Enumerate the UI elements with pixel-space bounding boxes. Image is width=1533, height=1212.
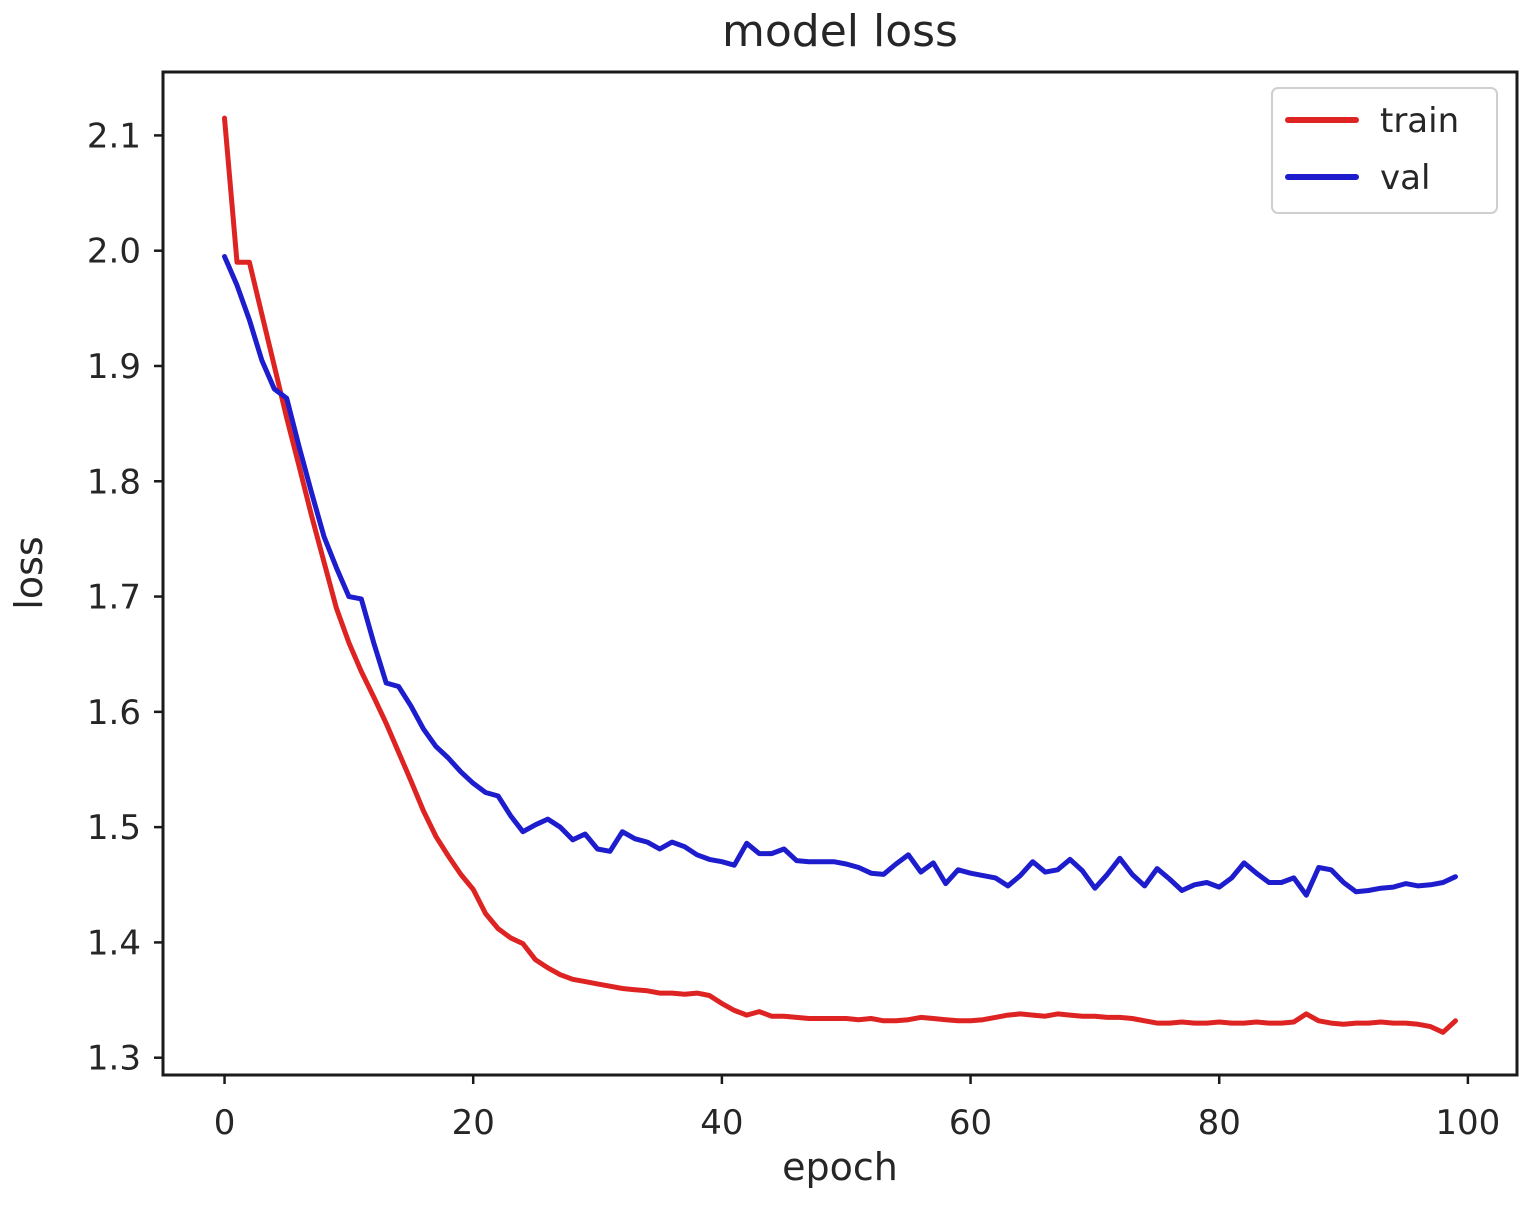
val-line (222, 254, 1458, 898)
chart-title: model loss (722, 6, 958, 57)
x-tick-label: 40 (700, 1103, 743, 1143)
x-tick-label: 0 (214, 1103, 236, 1143)
y-tick-label: 1.5 (87, 808, 141, 848)
y-tick-label: 2.1 (87, 116, 141, 156)
y-tick-label: 1.8 (87, 462, 141, 502)
y-tick-label: 2.0 (87, 232, 141, 272)
y-tick-label: 1.7 (87, 578, 141, 618)
x-tick-label: 60 (949, 1103, 992, 1143)
y-tick-label: 1.4 (87, 923, 141, 963)
y-axis-label: loss (7, 536, 51, 609)
x-axis-label: epoch (782, 1145, 898, 1189)
y-tick-label: 1.9 (87, 347, 141, 387)
y-tick-label: 1.3 (87, 1039, 141, 1079)
x-tick-label: 80 (1198, 1103, 1241, 1143)
x-tick-label: 20 (452, 1103, 495, 1143)
legend-val-label: val (1380, 158, 1430, 198)
legend-train-label: train (1380, 101, 1459, 141)
x-tick-label: 100 (1435, 1103, 1500, 1143)
plot-frame (161, 70, 1519, 1077)
y-tick-label: 1.6 (87, 693, 141, 733)
train-line (222, 115, 1458, 1035)
